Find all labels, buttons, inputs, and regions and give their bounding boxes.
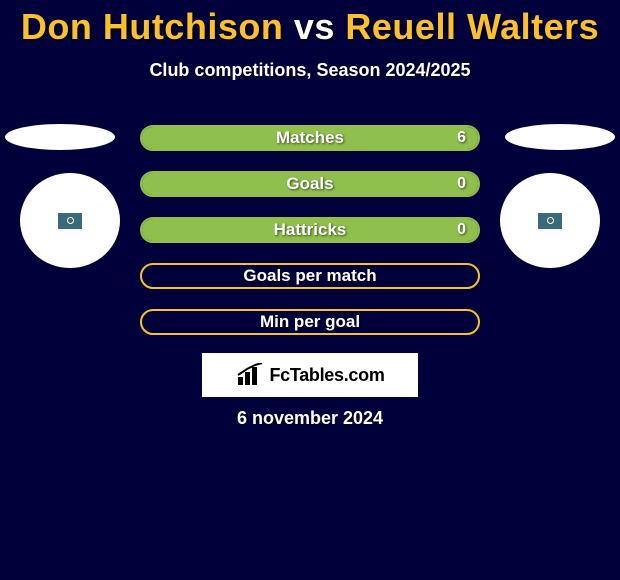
vs-separator: vs [294,6,335,47]
stat-bar-goals: Goals 0 [140,171,480,197]
stat-bars: Matches 6 Goals 0 Hattricks 0 Goals per match M… [140,125,480,355]
subtitle: Club competitions, Season 2024/2025 [0,60,620,81]
right-player-badge [500,173,600,268]
stat-value-right: 0 [457,175,466,193]
stat-bar-goals-per-match: Goals per match [140,263,480,289]
left-player-badge [20,173,120,268]
logo-chart-icon [235,363,265,387]
right-flag-icon [538,213,562,229]
stat-bar-min-per-goal: Min per goal [140,309,480,335]
stat-bar-matches: Matches 6 [140,125,480,151]
stat-label: Goals [286,174,333,194]
left-flag-icon [58,213,82,229]
fctables-logo: FcTables.com [202,353,418,397]
right-player-ellipse [505,124,615,150]
player1-name: Don Hutchison [21,6,283,47]
infographic-date: 6 november 2024 [0,408,620,429]
stat-label: Goals per match [243,266,376,286]
stat-label: Matches [276,128,344,148]
stat-value-right: 0 [457,221,466,239]
stat-value-right: 6 [457,129,466,147]
logo-text: FcTables.com [269,365,384,386]
stat-bar-hattricks: Hattricks 0 [140,217,480,243]
player2-name: Reuell Walters [345,6,599,47]
stat-label: Min per goal [260,312,360,332]
left-player-ellipse [5,124,115,150]
comparison-title: Don Hutchison vs Reuell Walters [0,0,620,48]
stat-label: Hattricks [274,220,347,240]
